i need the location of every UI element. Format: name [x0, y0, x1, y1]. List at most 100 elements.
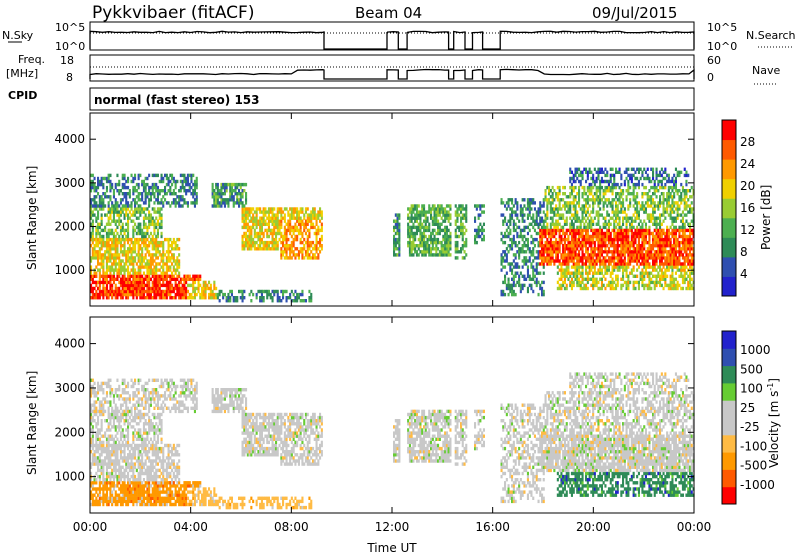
power-cell: [502, 219, 505, 223]
power-cell: [102, 244, 105, 248]
power-cell: [565, 237, 568, 242]
power-cell: [188, 274, 191, 278]
power-cell: [415, 225, 418, 230]
power-cell: [250, 225, 253, 230]
power-cell: [630, 253, 633, 257]
power-cell: [431, 228, 434, 233]
power-cell: [408, 219, 411, 223]
power-cell: [461, 234, 464, 239]
power-cell: [121, 253, 124, 257]
power-cell: [562, 283, 565, 288]
power-cell: [238, 189, 241, 193]
power-cell: [546, 222, 549, 226]
power-cell: [537, 210, 540, 214]
power-cell: [641, 280, 644, 285]
power-cell: [241, 192, 244, 196]
power-cell: [604, 222, 607, 226]
power-cell: [537, 256, 540, 260]
power-cell: [604, 271, 607, 275]
power-cell: [123, 262, 126, 266]
power-cell: [431, 219, 434, 223]
power-cell: [186, 274, 189, 278]
power-cell: [148, 253, 151, 257]
power-cell: [600, 237, 603, 242]
power-cell: [625, 176, 628, 181]
power-cell: [218, 195, 221, 199]
power-cell: [259, 207, 262, 211]
power-cell: [502, 213, 505, 217]
power-cell: [530, 198, 533, 202]
power-cell: [135, 292, 138, 297]
power-cell: [146, 296, 149, 300]
power-cell: [176, 201, 179, 205]
power-cell: [618, 192, 621, 196]
power-cell: [213, 198, 216, 202]
power-cell: [185, 176, 188, 181]
power-cell: [674, 240, 677, 245]
power-cell: [419, 237, 422, 242]
power-cell: [440, 240, 443, 245]
power-cell: [414, 213, 417, 217]
power-cell: [634, 253, 637, 257]
power-cell: [676, 262, 679, 266]
power-cell: [144, 189, 147, 193]
power-cell: [107, 247, 110, 251]
power-cell: [569, 280, 572, 285]
power-cell: [660, 237, 663, 242]
power-cell: [632, 268, 635, 272]
power-cell: [585, 225, 588, 230]
power-cell: [632, 247, 635, 251]
power-cell: [271, 210, 274, 214]
power-cell: [174, 240, 177, 245]
power-cell: [172, 192, 175, 196]
power-cell: [618, 237, 621, 242]
power-cell: [611, 244, 614, 248]
power-cell: [592, 228, 595, 233]
power-cell: [639, 231, 642, 236]
power-cell: [500, 259, 503, 263]
power-cell: [639, 253, 642, 257]
power-cell: [308, 253, 311, 257]
power-cell: [211, 182, 214, 187]
power-cell: [442, 237, 445, 242]
power-cell: [100, 204, 103, 208]
power-cell: [592, 204, 595, 208]
power-cell: [148, 225, 151, 230]
nsearch-tick-high: 10^5: [707, 21, 737, 34]
power-cell: [438, 228, 441, 233]
power-cell: [616, 256, 619, 260]
power-cell: [144, 274, 147, 278]
power-cell: [650, 265, 653, 269]
power-cell: [570, 219, 573, 223]
power-cell: [662, 192, 665, 196]
power-cell: [652, 240, 655, 245]
power-cell: [158, 280, 161, 285]
power-cell: [162, 259, 165, 263]
power-cell: [659, 225, 662, 230]
power-cell: [160, 244, 163, 248]
power-cell: [555, 225, 558, 230]
power-cell: [592, 253, 595, 257]
power-cell: [652, 207, 655, 211]
power-cell: [653, 237, 656, 242]
power-cell: [178, 237, 181, 242]
power-cell: [511, 213, 514, 217]
power-cell: [541, 292, 544, 297]
power-cell: [671, 286, 674, 291]
power-cell: [447, 210, 450, 214]
power-cell: [130, 286, 133, 291]
power-cell: [620, 225, 623, 230]
power-cell: [504, 253, 507, 257]
power-cell: [611, 185, 614, 190]
power-cell: [412, 222, 415, 226]
power-cell: [95, 228, 98, 233]
power-cell: [678, 247, 681, 251]
power-cell: [112, 216, 115, 220]
power-cell: [137, 176, 140, 181]
power-cell: [171, 173, 174, 178]
power-cell: [199, 283, 202, 288]
power-cell: [275, 231, 278, 236]
power-cell: [105, 262, 108, 266]
power-cell: [312, 213, 315, 217]
power-cell: [119, 231, 122, 236]
